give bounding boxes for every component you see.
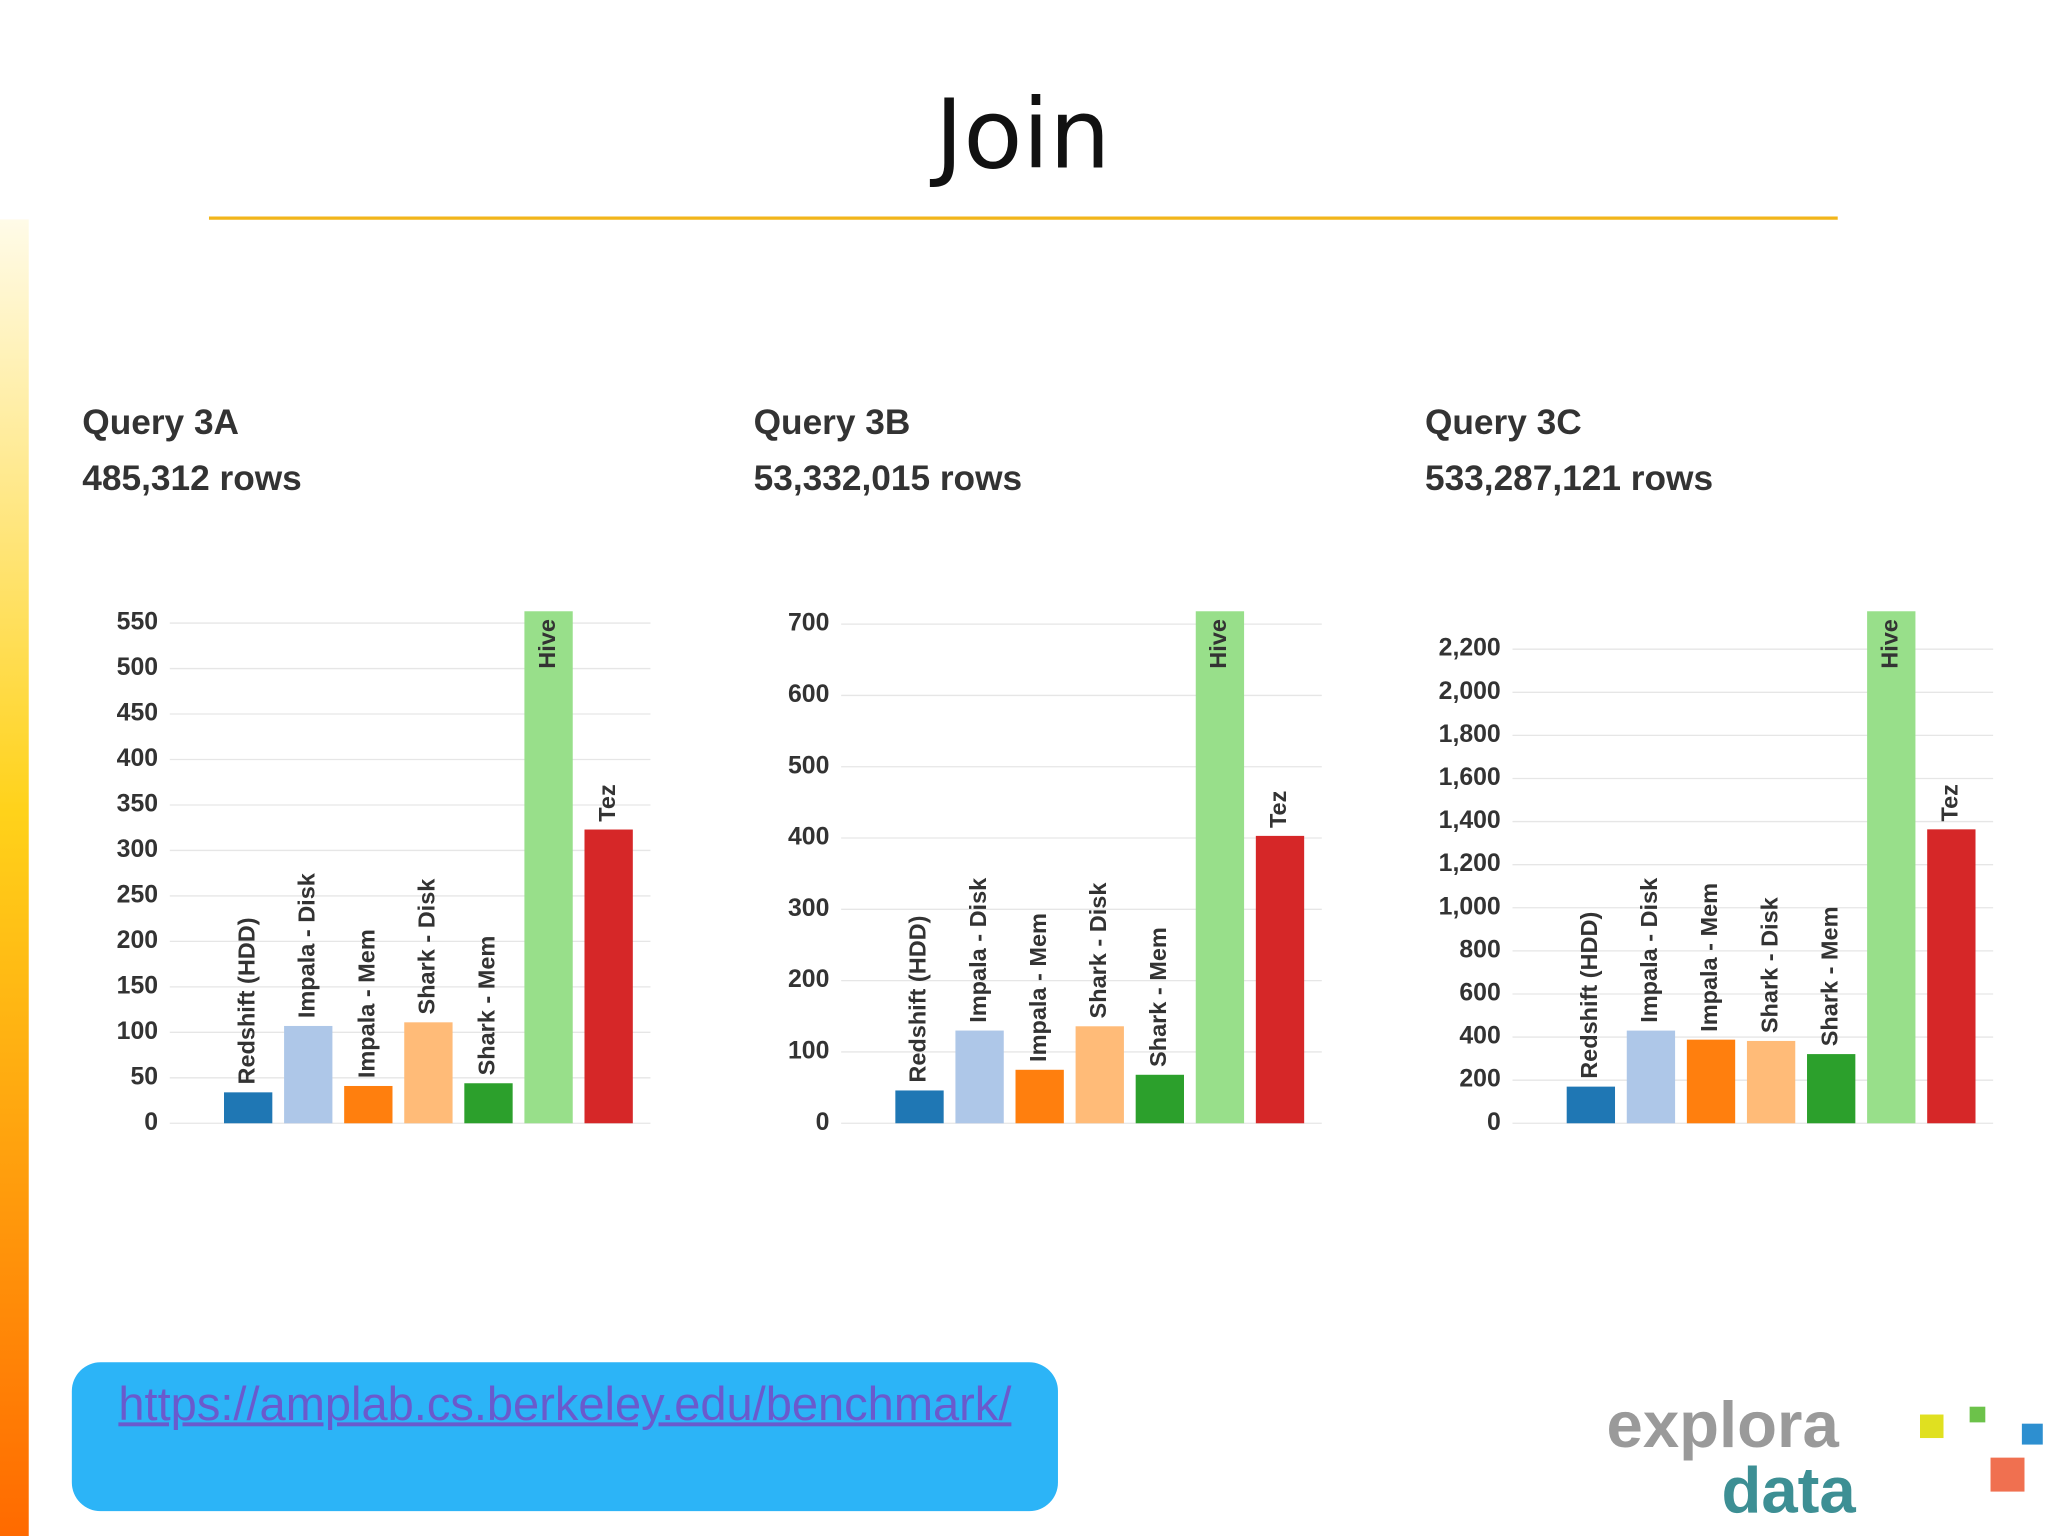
chart-title: Query 3A bbox=[82, 403, 239, 442]
chart: Query 3A 485,312 rows 0 50 100 150 200 250 300 35… bbox=[82, 403, 651, 1136]
category-label: Impala - Mem bbox=[354, 929, 380, 1078]
logo-square bbox=[1990, 1457, 2025, 1492]
link-holder: https://amplab.cs.berkeley.edu/benchmark… bbox=[118, 1376, 1012, 1431]
category-label: Shark - Mem bbox=[1145, 927, 1171, 1067]
y-tick-label: 2,200 bbox=[1439, 635, 1501, 662]
bar bbox=[284, 1025, 333, 1124]
category-label: Impala - Mem bbox=[1025, 913, 1051, 1062]
chart-title: Query 3C bbox=[1425, 403, 1582, 442]
chart: Query 3B 53,332,015 rows 0 100 200 300 400 500 6… bbox=[754, 403, 1322, 1136]
category-label: Hive bbox=[1876, 619, 1902, 669]
y-tick-label: 350 bbox=[117, 791, 158, 818]
bar bbox=[1015, 1069, 1064, 1124]
y-tick-label: 0 bbox=[816, 1109, 830, 1136]
bar bbox=[1255, 835, 1305, 1124]
chart-title: Query 3B bbox=[754, 403, 911, 442]
slide-title: Join bbox=[930, 77, 1111, 190]
bar bbox=[584, 829, 633, 1124]
category-label: Redshift (HDD) bbox=[905, 916, 931, 1083]
bar bbox=[1807, 1054, 1856, 1124]
y-tick-label: 50 bbox=[130, 1063, 158, 1090]
bar bbox=[524, 611, 573, 1124]
y-tick-label: 400 bbox=[117, 745, 158, 772]
category-label: Shark - Disk bbox=[414, 878, 440, 1015]
y-tick-label: 1,800 bbox=[1439, 721, 1501, 748]
bar bbox=[1746, 1040, 1796, 1124]
bar bbox=[344, 1085, 393, 1124]
bar bbox=[464, 1083, 513, 1124]
category-label: Shark - Mem bbox=[1816, 907, 1842, 1047]
bar bbox=[224, 1092, 273, 1124]
y-tick-label: 400 bbox=[1459, 1023, 1500, 1050]
bar bbox=[895, 1090, 944, 1124]
y-tick-label: 150 bbox=[117, 972, 158, 999]
y-tick-label: 600 bbox=[1459, 980, 1500, 1007]
chart-subtitle: 485,312 rows bbox=[82, 459, 302, 498]
y-tick-label: 500 bbox=[788, 752, 829, 779]
y-tick-label: 200 bbox=[788, 966, 829, 993]
category-label: Redshift (HDD) bbox=[233, 917, 259, 1084]
y-tick-label: 2,000 bbox=[1439, 678, 1501, 705]
bar bbox=[1566, 1086, 1616, 1124]
y-tick-label: 200 bbox=[1459, 1066, 1500, 1093]
chart-subtitle: 533,287,121 rows bbox=[1425, 459, 1713, 498]
category-label: Shark - Disk bbox=[1756, 896, 1782, 1033]
logo-top: explora bbox=[1607, 1388, 1840, 1461]
category-label: Impala - Disk bbox=[293, 872, 319, 1018]
logo-bottom: data bbox=[1721, 1453, 1856, 1526]
category-label: Redshift (HDD) bbox=[1576, 912, 1602, 1079]
y-tick-label: 250 bbox=[117, 881, 158, 908]
link-box bbox=[71, 1362, 1058, 1512]
y-tick-label: 1,000 bbox=[1439, 893, 1501, 920]
side-strip bbox=[0, 219, 29, 1536]
y-tick-label: 600 bbox=[788, 681, 829, 708]
logo-square bbox=[2021, 1423, 2043, 1445]
category-label: Impala - Disk bbox=[1636, 877, 1662, 1023]
y-tick-label: 1,400 bbox=[1439, 807, 1501, 834]
y-tick-label: 400 bbox=[788, 824, 829, 851]
chart: Query 3C 533,287,121 rows 0 200 400 600 800 1,0… bbox=[1425, 403, 1994, 1136]
charts: Query 3A 485,312 rows 0 50 100 150 200 250 300 35… bbox=[82, 403, 1994, 1136]
bar bbox=[404, 1022, 453, 1124]
y-tick-label: 0 bbox=[144, 1109, 158, 1136]
category-label: Impala - Disk bbox=[965, 877, 991, 1023]
bar bbox=[955, 1030, 1004, 1124]
y-tick-label: 100 bbox=[117, 1018, 158, 1045]
y-tick-label: 450 bbox=[117, 700, 158, 727]
chart-subtitle: 53,332,015 rows bbox=[754, 459, 1023, 498]
y-tick-label: 300 bbox=[117, 836, 158, 863]
y-tick-label: 550 bbox=[117, 609, 158, 636]
y-tick-label: 100 bbox=[788, 1038, 829, 1065]
y-tick-label: 0 bbox=[1487, 1109, 1501, 1136]
y-tick-label: 200 bbox=[117, 927, 158, 954]
y-tick-label: 700 bbox=[788, 610, 829, 637]
logo-square bbox=[1920, 1414, 1944, 1439]
bar bbox=[1195, 611, 1245, 1124]
y-tick-label: 800 bbox=[1459, 936, 1500, 963]
category-label: Impala - Mem bbox=[1696, 883, 1722, 1032]
y-tick-label: 500 bbox=[117, 654, 158, 681]
bar bbox=[1075, 1026, 1124, 1124]
bar bbox=[1626, 1030, 1676, 1124]
bar bbox=[1927, 829, 1976, 1124]
category-label: Tez bbox=[1937, 784, 1963, 821]
bar bbox=[1686, 1039, 1736, 1124]
category-label: Hive bbox=[534, 619, 560, 669]
category-label: Hive bbox=[1205, 619, 1231, 669]
category-label: Shark - Disk bbox=[1085, 882, 1111, 1019]
y-tick-label: 1,200 bbox=[1439, 850, 1501, 877]
category-label: Tez bbox=[1265, 791, 1291, 828]
category-label: Tez bbox=[594, 784, 620, 821]
link[interactable]: https://amplab.cs.berkeley.edu/benchmark… bbox=[118, 1376, 1012, 1431]
y-tick-label: 300 bbox=[788, 895, 829, 922]
category-label: Shark - Mem bbox=[474, 936, 500, 1076]
bar bbox=[1867, 611, 1916, 1124]
logo-square bbox=[1969, 1406, 1986, 1423]
bar bbox=[1135, 1074, 1184, 1124]
y-tick-label: 1,600 bbox=[1439, 764, 1501, 791]
